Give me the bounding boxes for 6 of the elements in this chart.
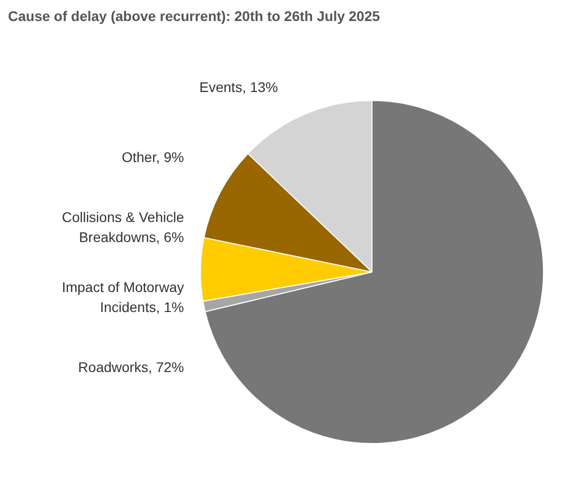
slice-label: Other, 9% [122,148,184,165]
slice-label: Impact of Motorway Incidents, 1% [62,278,184,315]
chart-title: Cause of delay (above recurrent): 20th to 26th July 2025 [8,8,380,24]
slice-label: Collisions & Vehicle Breakdowns, 6% [62,208,184,245]
slice-label: Events, 13% [199,78,278,95]
slice-label: Roadworks, 72% [78,358,184,375]
